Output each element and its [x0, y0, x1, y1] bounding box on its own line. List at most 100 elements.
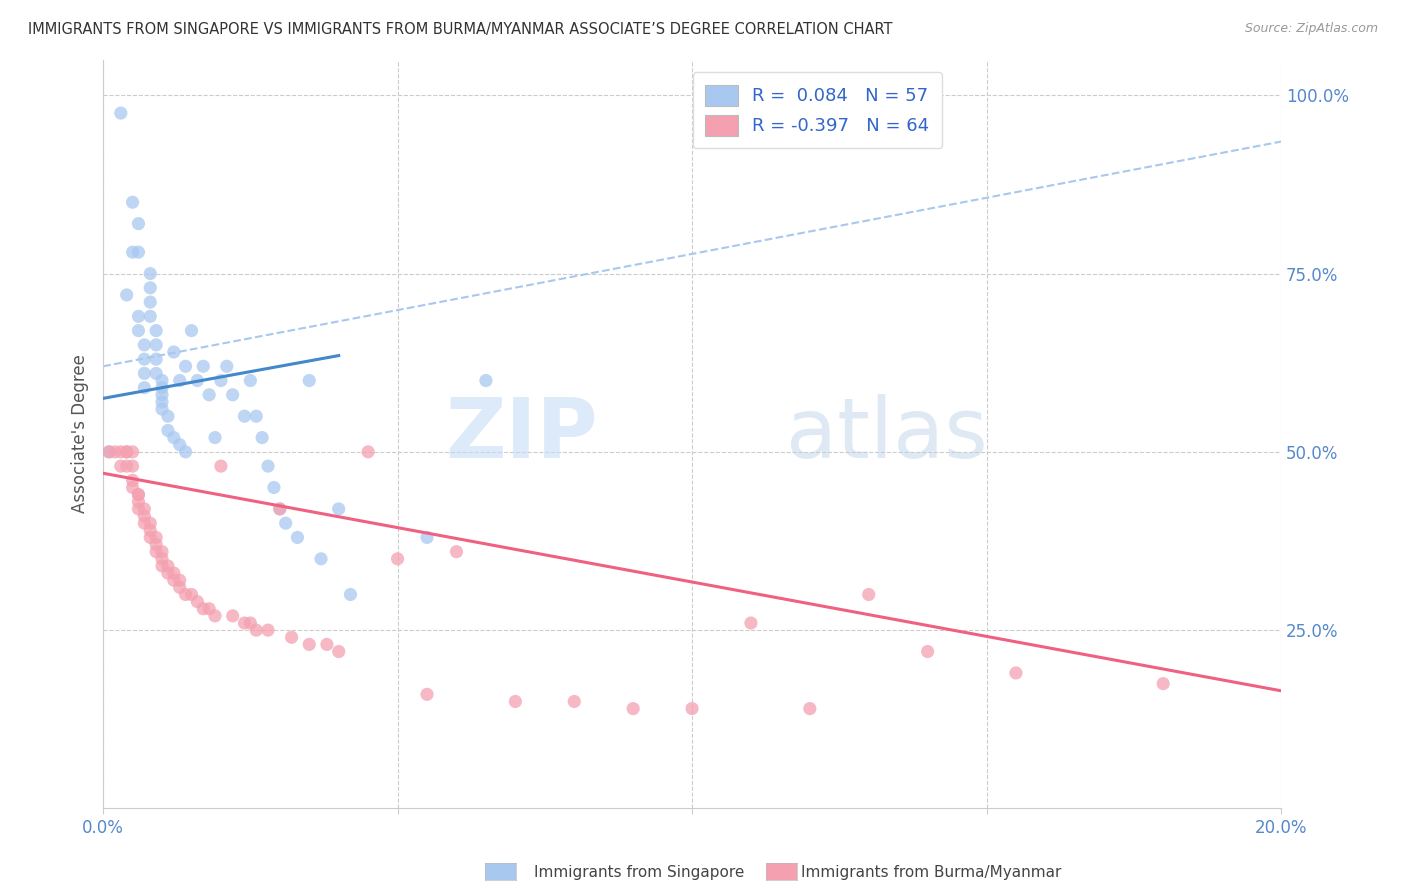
Point [180, 587, 202, 601]
Point [163, 566, 186, 580]
Point [193, 359, 215, 374]
Point [917, 644, 939, 658]
Point [110, 459, 132, 474]
Point [134, 381, 156, 395]
Point [139, 295, 162, 310]
Point [198, 388, 221, 402]
Point [156, 566, 179, 580]
Point [169, 573, 191, 587]
Point [221, 608, 243, 623]
Point [98, 445, 121, 459]
Point [186, 374, 208, 388]
Point [127, 245, 149, 260]
Point [145, 367, 167, 381]
Point [145, 324, 167, 338]
Point [139, 524, 162, 538]
Point [180, 324, 202, 338]
Point [169, 374, 191, 388]
Point [799, 701, 821, 715]
Point [121, 195, 143, 210]
Point [233, 615, 256, 630]
Point [134, 352, 156, 367]
Point [257, 459, 280, 474]
Text: IMMIGRANTS FROM SINGAPORE VS IMMIGRANTS FROM BURMA/MYANMAR ASSOCIATE’S DEGREE CO: IMMIGRANTS FROM SINGAPORE VS IMMIGRANTS … [28, 22, 893, 37]
Point [115, 288, 138, 302]
Point [121, 445, 143, 459]
Point [263, 481, 285, 495]
Point [127, 488, 149, 502]
Point [139, 281, 162, 295]
Point [193, 601, 215, 615]
Point [145, 338, 167, 352]
Point [209, 459, 232, 474]
Point [287, 531, 309, 545]
Point [121, 474, 143, 488]
Point [298, 374, 321, 388]
Point [269, 502, 291, 516]
Point [139, 267, 162, 281]
Point [163, 431, 186, 445]
Point [328, 644, 350, 658]
Point [150, 395, 173, 409]
Point [156, 409, 179, 424]
Point [245, 409, 267, 424]
Point [139, 531, 162, 545]
Point [104, 445, 127, 459]
Point [1152, 676, 1174, 690]
Point [115, 445, 138, 459]
Point [740, 615, 762, 630]
Point [110, 445, 132, 459]
Point [121, 245, 143, 260]
Point [186, 594, 208, 608]
Point [127, 217, 149, 231]
Point [328, 502, 350, 516]
Point [134, 509, 156, 524]
Point [134, 502, 156, 516]
Point [115, 445, 138, 459]
Point [169, 580, 191, 594]
Point [280, 630, 302, 644]
Point [139, 310, 162, 324]
Point [145, 544, 167, 558]
Point [269, 502, 291, 516]
Point [150, 381, 173, 395]
Text: Source: ZipAtlas.com: Source: ZipAtlas.com [1244, 22, 1378, 36]
Point [446, 544, 468, 558]
Point [174, 445, 197, 459]
Point [505, 694, 527, 708]
Point [134, 338, 156, 352]
Point [156, 558, 179, 573]
Point [150, 551, 173, 566]
Point [127, 324, 149, 338]
Point [121, 481, 143, 495]
Point [204, 608, 226, 623]
Point [416, 687, 439, 701]
Point [204, 431, 226, 445]
Point [145, 352, 167, 367]
Legend: R =  0.084   N = 57, R = -0.397   N = 64: R = 0.084 N = 57, R = -0.397 N = 64 [693, 72, 942, 148]
Point [150, 558, 173, 573]
Point [250, 431, 273, 445]
Point [169, 438, 191, 452]
Text: Immigrants from Singapore: Immigrants from Singapore [534, 865, 745, 880]
Point [858, 587, 880, 601]
Point [127, 502, 149, 516]
Point [150, 388, 173, 402]
Point [681, 701, 703, 715]
Text: ZIP: ZIP [446, 393, 598, 475]
Point [156, 424, 179, 438]
Point [98, 445, 121, 459]
Point [239, 615, 262, 630]
Point [221, 388, 243, 402]
Point [150, 402, 173, 417]
Point [215, 359, 238, 374]
Point [174, 587, 197, 601]
Point [316, 637, 339, 651]
Point [127, 488, 149, 502]
Point [209, 374, 232, 388]
Point [198, 601, 221, 615]
Point [387, 551, 409, 566]
Point [139, 516, 162, 531]
Point [357, 445, 380, 459]
Text: atlas: atlas [786, 393, 988, 475]
